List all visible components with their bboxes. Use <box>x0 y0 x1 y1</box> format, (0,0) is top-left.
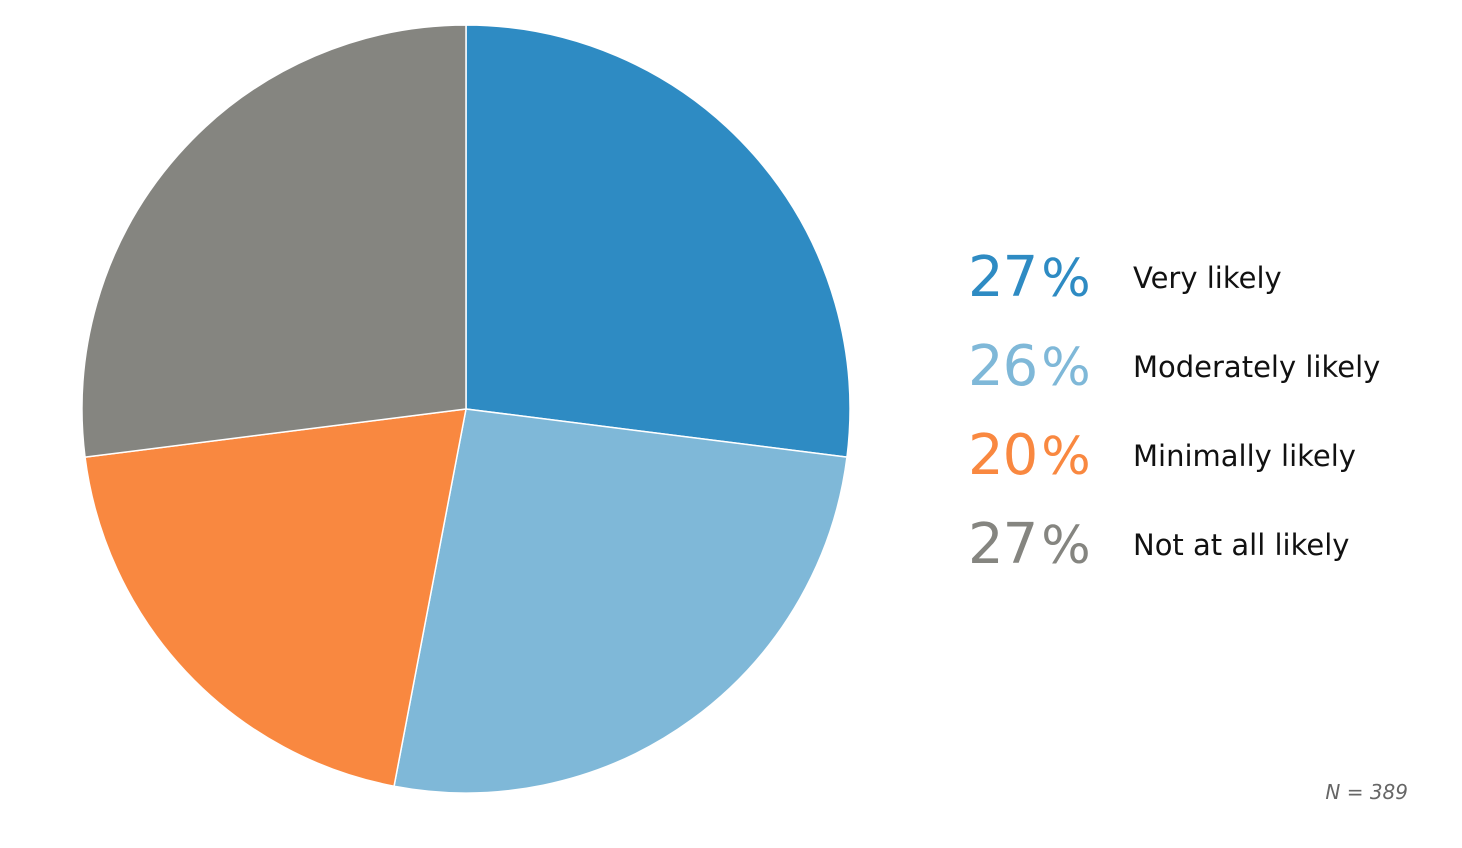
pie-slice-minimally-likely <box>84 408 467 787</box>
legend-item: 26% Moderately likely <box>968 333 1448 399</box>
legend-label: Very likely <box>1133 261 1282 295</box>
pie-slice-moderately-likely <box>393 408 848 794</box>
legend-percentage: 27% <box>968 244 1133 310</box>
percent-sign: % <box>1041 426 1090 487</box>
legend-percentage: 20% <box>968 422 1133 488</box>
percent-sign: % <box>1041 337 1090 398</box>
legend-percentage: 27% <box>968 511 1133 577</box>
legend-label: Moderately likely <box>1133 350 1381 384</box>
legend-label: Minimally likely <box>1133 439 1356 473</box>
pie-chart <box>81 24 851 794</box>
percent-sign: % <box>1041 515 1090 576</box>
legend-item: 20% Minimally likely <box>968 422 1448 488</box>
legend-percentage-value: 26 <box>968 333 1038 399</box>
sample-size-note: N = 389 <box>1325 780 1408 804</box>
legend-percentage-value: 27 <box>968 511 1038 577</box>
legend: 27% Very likely 26% Moderately likely 20… <box>968 244 1448 604</box>
legend-item: 27% Not at all likely <box>968 511 1448 577</box>
percent-sign: % <box>1041 248 1090 309</box>
pie-slice-not-at-all-likely <box>81 24 467 458</box>
legend-label: Not at all likely <box>1133 528 1350 562</box>
legend-percentage-value: 27 <box>968 244 1038 310</box>
legend-item: 27% Very likely <box>968 244 1448 310</box>
legend-percentage-value: 20 <box>968 422 1038 488</box>
pie-slice-very-likely <box>465 24 851 458</box>
legend-percentage: 26% <box>968 333 1133 399</box>
